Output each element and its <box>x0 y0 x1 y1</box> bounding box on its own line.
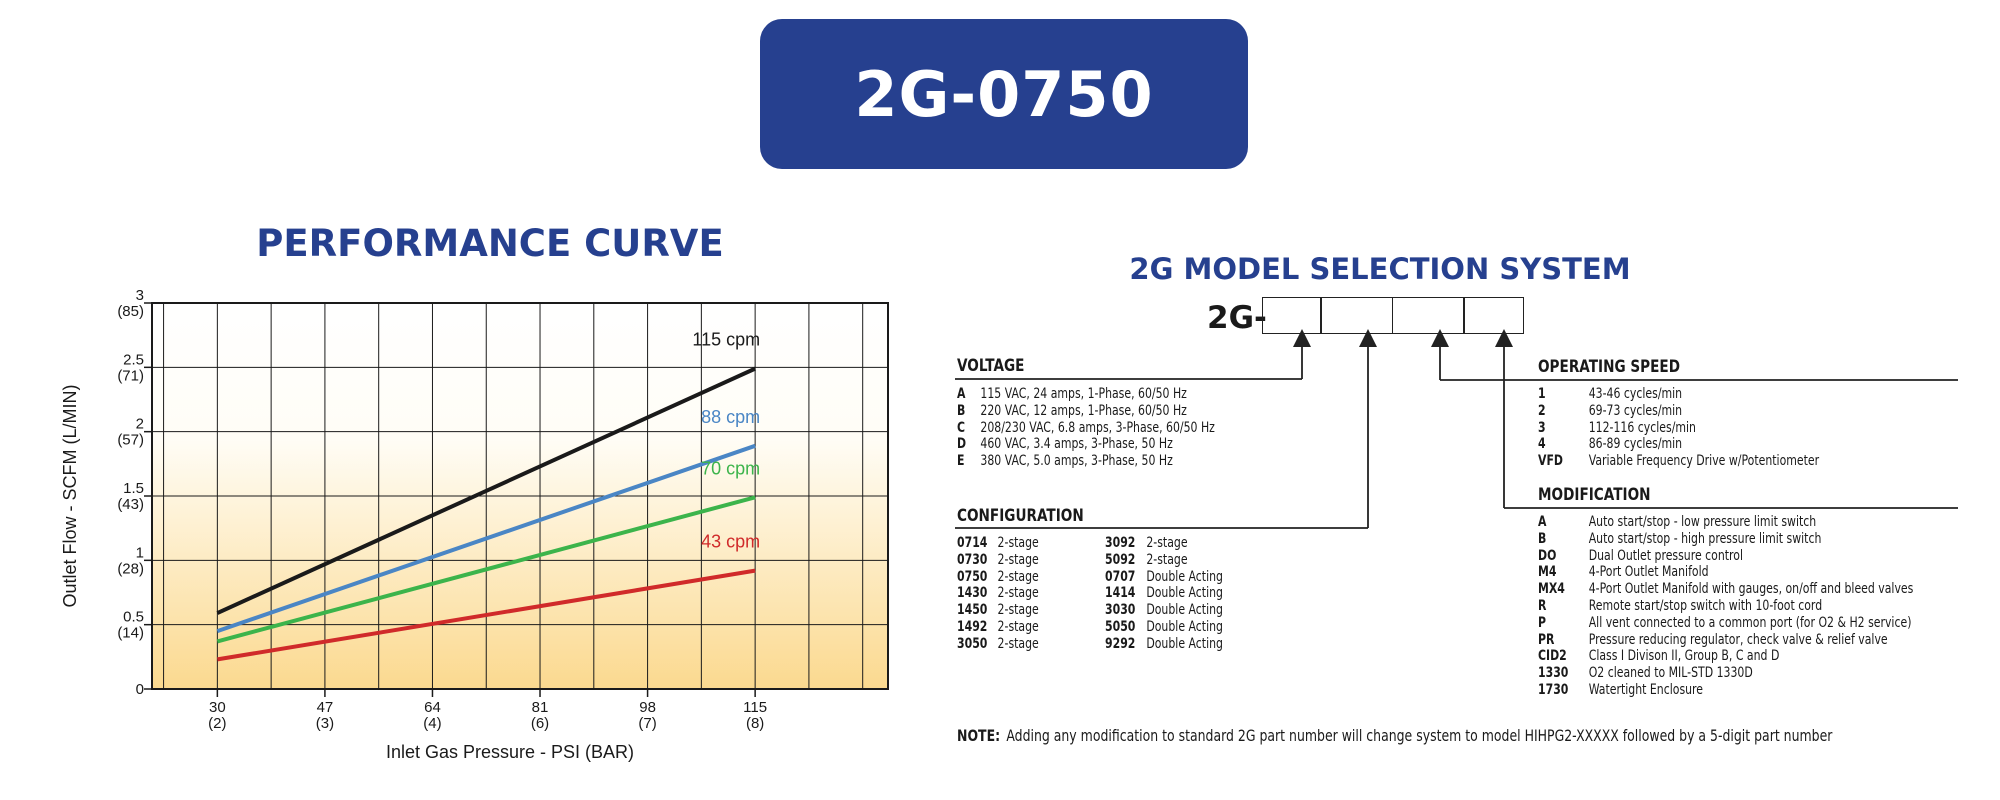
modification-list: A Auto start/stop - low pressure limit sw… <box>1538 514 1913 699</box>
list-item: 3092 2-stage <box>1105 535 1188 551</box>
list-item: 5050 Double Acting <box>1105 618 1223 635</box>
voltage-list: A 115 VAC, 24 amps, 1-Phase, 60/50 Hz B 22… <box>957 386 1215 470</box>
selection-title: 2G MODEL SELECTION SYSTEM <box>1129 252 1631 286</box>
model-title: 2G-0750 <box>854 57 1154 131</box>
y-axis-label: Outlet Flow - SCFM (L/MIN) <box>60 384 80 607</box>
speed-heading: OPERATING SPEED <box>1538 357 1681 377</box>
list-item: 1414 Double Acting <box>1105 585 1223 602</box>
note-label: NOTE: <box>957 726 1001 745</box>
list-item: P All vent connected to a common port (fo… <box>1538 614 1912 631</box>
y-tick-sublabel: (71) <box>117 367 144 384</box>
model-title-box: 2G-0750 <box>760 19 1248 169</box>
list-item: DO Dual Outlet pressure control <box>1538 547 1744 564</box>
list-item: 9292 Double Acting <box>1105 635 1223 652</box>
series-label: 115 cpm <box>692 330 760 350</box>
x-tick-sublabel: (2) <box>208 715 226 732</box>
x-axis-label: Inlet Gas Pressure - PSI (BAR) <box>386 742 634 762</box>
y-tick-sublabel: (85) <box>117 303 144 320</box>
note: NOTE: Adding any modification to standard… <box>957 726 1832 745</box>
x-tick-sublabel: (6) <box>531 715 549 732</box>
slot-modification <box>1463 297 1524 334</box>
list-item: B Auto start/stop - high pressure limit s… <box>1538 530 1822 547</box>
list-item: 4 86-89 cycles/min <box>1538 436 1683 453</box>
y-tick-label: 1 <box>136 544 144 561</box>
list-item: 0714 2-stage <box>957 535 1039 551</box>
y-tick-label: 2 <box>136 416 144 433</box>
series-label: 43 cpm <box>701 532 760 552</box>
x-tick-label: 81 <box>532 699 549 716</box>
list-item: R Remote start/stop switch with 10-foot c… <box>1538 597 1823 614</box>
series-line <box>216 495 756 644</box>
performance-chart: 30(2) 47(3) 64(4) 81(6) 98(7) 115(8) 0 0.5(14) 1… <box>60 287 889 762</box>
series-line <box>217 568 756 662</box>
list-item: D 460 VAC, 3.4 amps, 3-Phase, 50 Hz <box>957 436 1173 453</box>
list-item: VFD Variable Frequency Drive w/Potentiome… <box>1538 453 1820 470</box>
y-tick-sublabel: (43) <box>117 496 144 513</box>
y-tick-label: 0.5 <box>123 609 144 626</box>
x-tick-sublabel: (4) <box>423 715 441 732</box>
y-tick-sublabel: (14) <box>117 625 144 642</box>
list-item: 2 69-73 cycles/min <box>1538 402 1683 419</box>
slot-configuration <box>1320 297 1393 334</box>
list-item: 3 112-116 cycles/min <box>1538 419 1696 436</box>
list-item: 1430 2-stage <box>957 585 1039 602</box>
x-tick-label: 115 <box>743 699 767 716</box>
model-prefix: 2G- <box>1207 300 1267 336</box>
x-tick-label: 98 <box>639 699 656 716</box>
x-tick-sublabel: (8) <box>746 715 764 732</box>
list-item: 0730 2-stage <box>957 551 1039 568</box>
x-tick-label: 64 <box>424 699 441 716</box>
list-item: A Auto start/stop - low pressure limit sw… <box>1538 514 1817 530</box>
list-item: 1 43-46 cycles/min <box>1538 386 1683 402</box>
speed-list: 1 43-46 cycles/min 2 69-73 cycles/min 3 112… <box>1538 386 1819 470</box>
series-label: 70 cpm <box>701 458 760 478</box>
list-item: 1492 2-stage <box>957 618 1039 635</box>
list-item: CID2 Class I Divison II, Group B, C and D <box>1538 648 1780 665</box>
x-tick-label: 30 <box>209 699 226 716</box>
x-tick-sublabel: (3) <box>316 715 334 732</box>
list-item: 1730 Watertight Enclosure <box>1538 681 1704 698</box>
series-line <box>216 366 756 615</box>
list-item: 3050 2-stage <box>957 635 1039 652</box>
y-tick-sublabel: (57) <box>117 432 144 449</box>
y-tick-label: 0 <box>136 681 144 698</box>
y-tick-label: 1.5 <box>123 480 144 497</box>
list-item: B 220 VAC, 12 amps, 1-Phase, 60/50 Hz <box>957 402 1187 419</box>
configuration-heading: CONFIGURATION <box>957 506 1084 526</box>
y-tick-label: 3 <box>136 287 144 304</box>
list-item: A 115 VAC, 24 amps, 1-Phase, 60/50 Hz <box>957 386 1187 402</box>
series-line <box>216 443 756 633</box>
voltage-heading: VOLTAGE <box>957 356 1025 376</box>
list-item: 1450 2-stage <box>957 602 1039 619</box>
list-item: PR Pressure reducing regulator, check val… <box>1538 631 1888 648</box>
slot-voltage <box>1261 297 1322 334</box>
note-text: Adding any modification to standard 2G p… <box>1006 726 1833 745</box>
x-tick-label: 47 <box>317 699 334 716</box>
list-item: E 380 VAC, 5.0 amps, 3-Phase, 50 Hz <box>957 453 1173 470</box>
configuration-list-right: 3092 2-stage 5092 2-stage 0707 Double Actin… <box>1105 535 1223 653</box>
x-tick-sublabel: (7) <box>638 715 656 732</box>
list-item: 0707 Double Acting <box>1105 568 1223 585</box>
list-item: 1330 O2 cleaned to MIL-STD 1330D <box>1538 665 1753 682</box>
list-item: 3030 Double Acting <box>1105 602 1223 619</box>
configuration-list-left: 0714 2-stage 0730 2-stage 0750 2-stage 1430… <box>957 535 1039 653</box>
list-item: M4 4-Port Outlet Manifold <box>1538 564 1709 581</box>
slot-speed <box>1391 297 1465 334</box>
y-tick-label: 2.5 <box>123 351 144 368</box>
list-item: C 208/230 VAC, 6.8 amps, 3-Phase, 60/50 H… <box>957 419 1215 436</box>
list-item: 0750 2-stage <box>957 568 1039 585</box>
modification-heading: MODIFICATION <box>1538 485 1651 505</box>
series-label: 88 cpm <box>701 407 760 427</box>
performance-title: PERFORMANCE CURVE <box>256 222 724 265</box>
list-item: 5092 2-stage <box>1105 551 1188 568</box>
model-slots <box>1261 297 1524 334</box>
y-tick-sublabel: (28) <box>117 560 144 577</box>
list-item: MX4 4-Port Outlet Manifold with gauges, o… <box>1538 581 1914 598</box>
